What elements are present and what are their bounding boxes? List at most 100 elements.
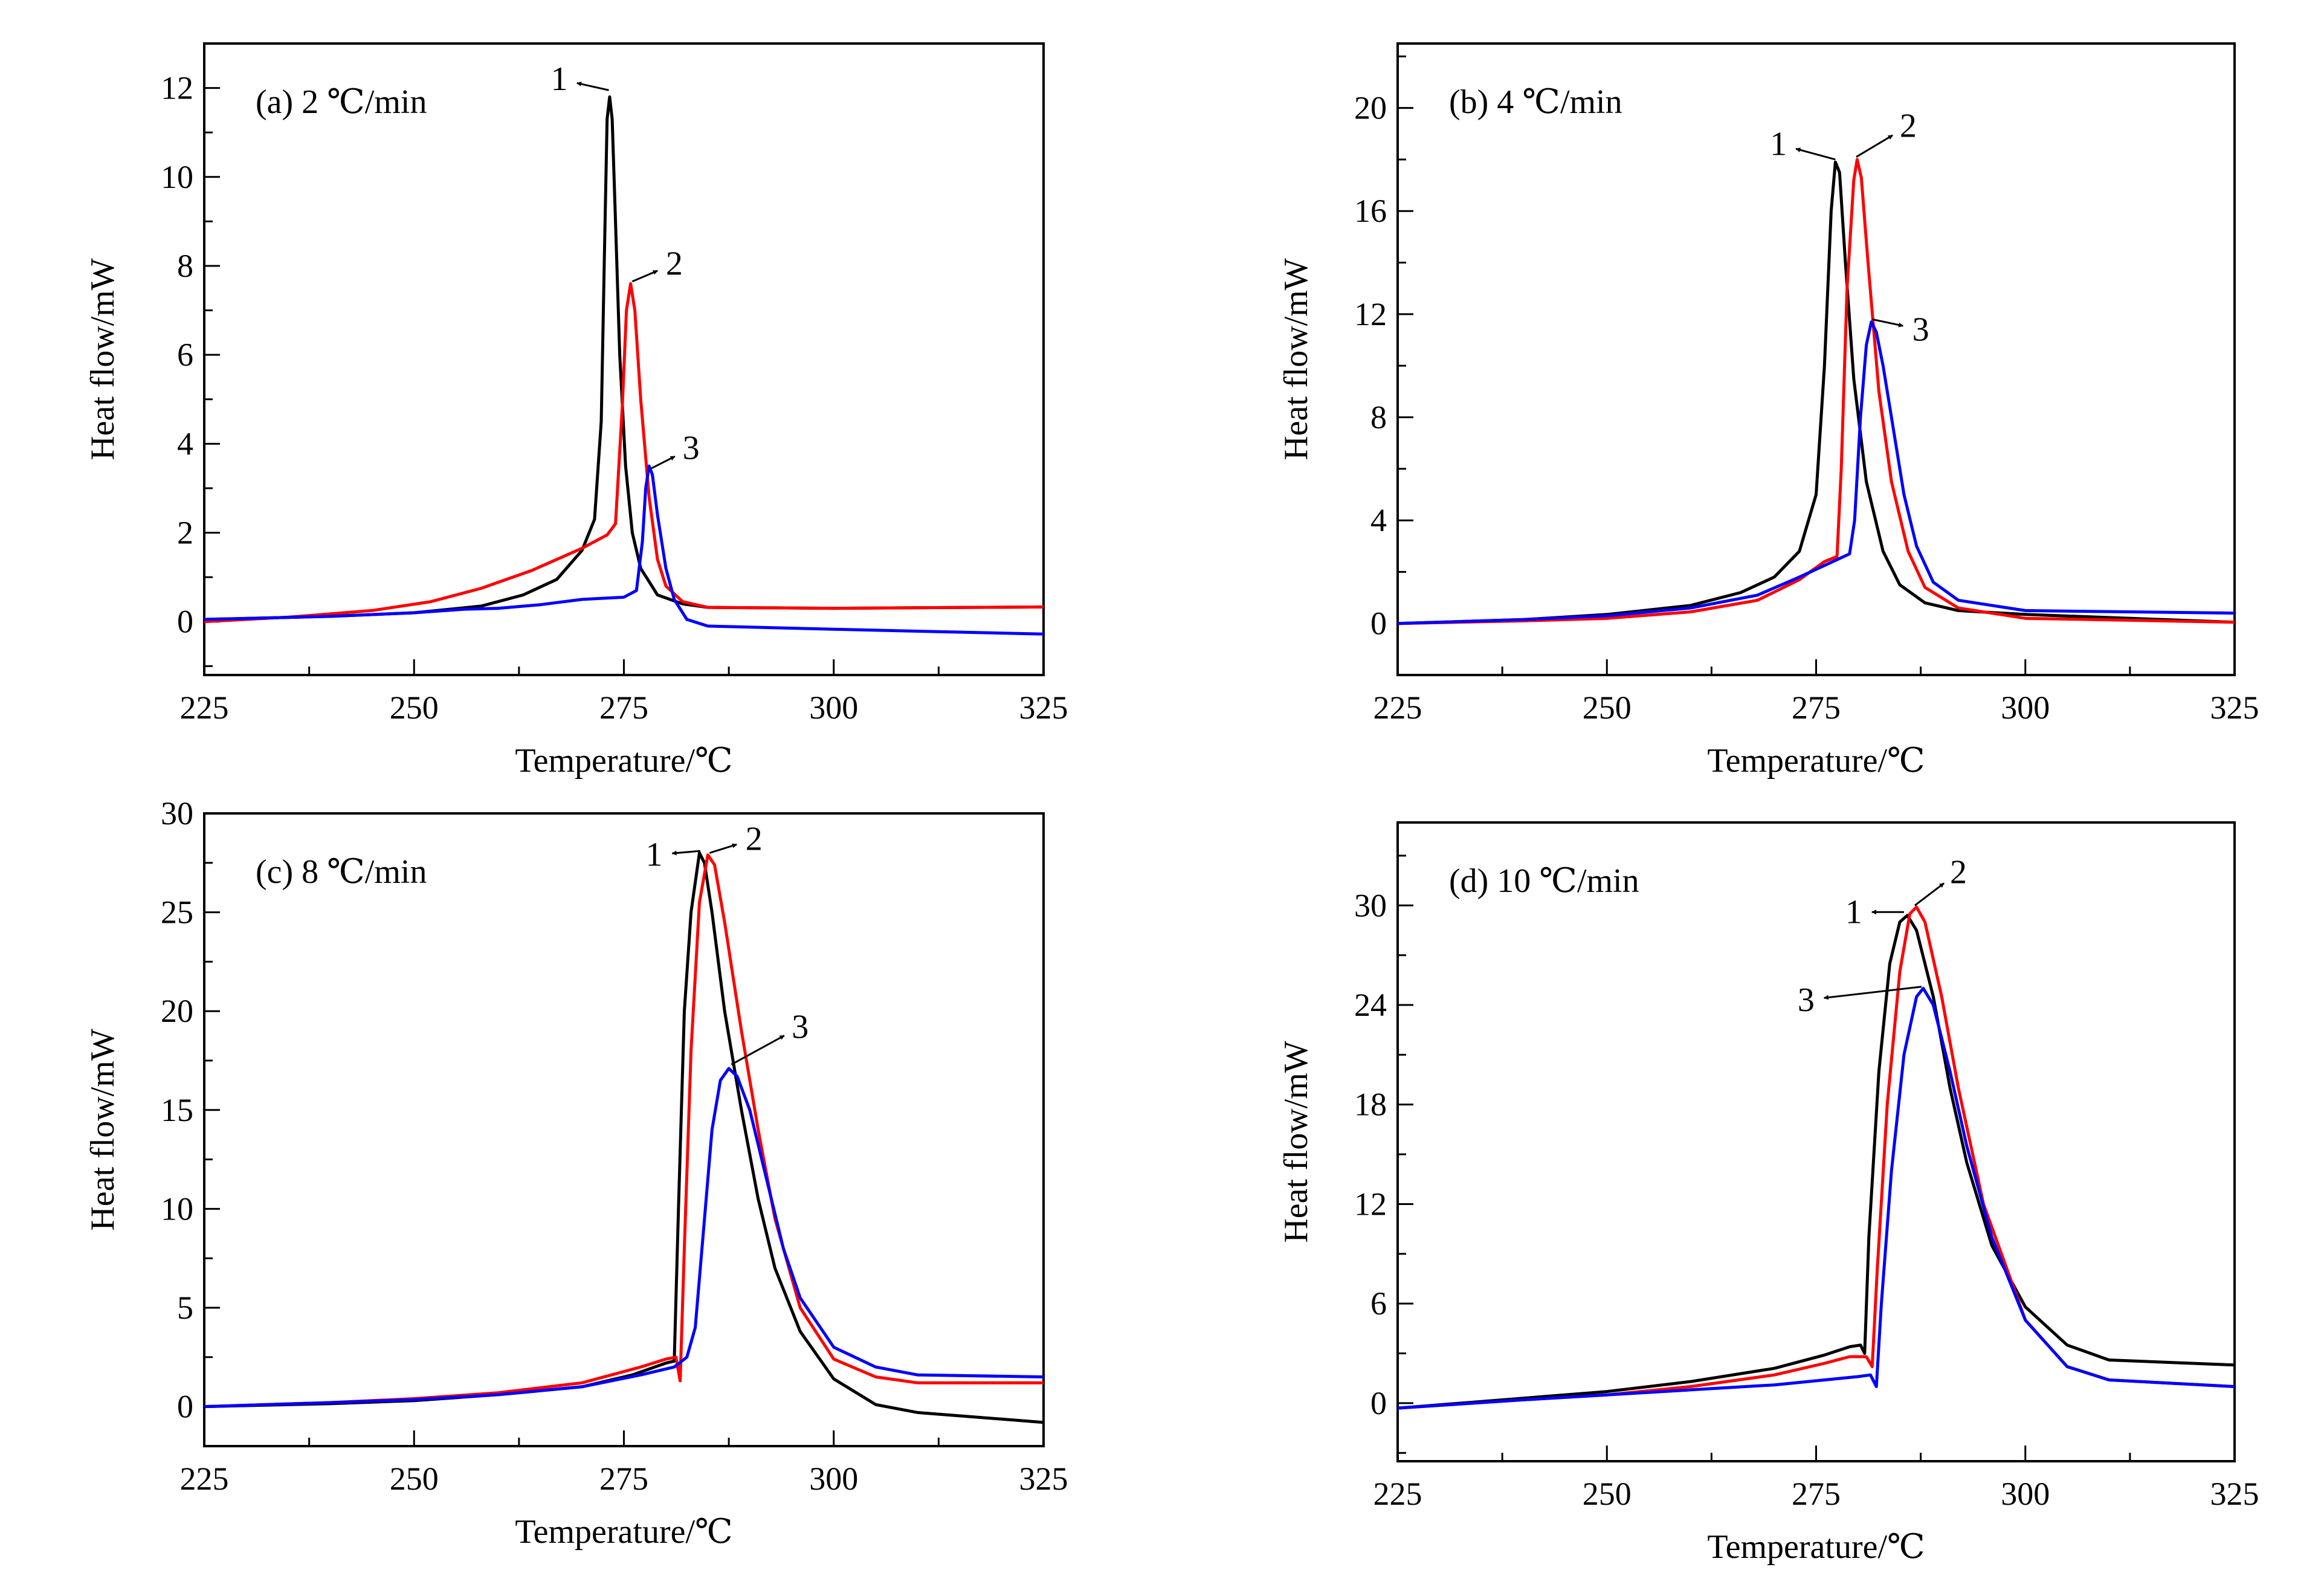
annotation-arrow-d-2	[1914, 882, 1945, 906]
annotation-arrow-c-2	[709, 843, 737, 854]
y-tick-label-d: 12	[1354, 1186, 1387, 1222]
y-tick-label-b: 8	[1370, 399, 1387, 435]
annotation-arrow-d-3	[1823, 986, 1922, 1000]
x-axis-title-a: Temperature/℃	[515, 742, 732, 780]
series-line-d-2	[1398, 905, 2235, 1410]
x-tick-label-b: 225	[1373, 690, 1422, 726]
curve-label-d-2: 2	[1950, 853, 1967, 891]
y-tick-label-a: 4	[177, 425, 193, 462]
chart-panel-a: 225 250 275 300 325024681012Temperature/℃Hea…	[84, 42, 1068, 780]
y-tick-label-d: 6	[1370, 1285, 1387, 1322]
panel-title-a: (a) 2 ℃/min	[256, 83, 427, 121]
series-line-a-2	[204, 282, 1044, 624]
x-axis-title-c: Temperature/℃	[515, 1513, 732, 1551]
x-tick-label-b: 250	[1583, 690, 1632, 726]
series-line-d-3	[1398, 987, 2235, 1410]
panel-title-d: (d) 10 ℃/min	[1449, 862, 1639, 900]
x-tick-label-b: 325	[2210, 690, 2259, 726]
x-tick-label-a: 325	[1019, 690, 1068, 726]
series-line-b-2	[1398, 158, 2235, 625]
x-tick-label-a: 275	[599, 690, 648, 726]
x-tick-label-a: 225	[180, 690, 229, 726]
x-tick-label-d: 300	[2001, 1476, 2050, 1512]
chart-panel-c: 225 250 275 300 325 0 5 10 15 20 25 30 Temperature/℃…	[84, 795, 1068, 1551]
x-axis-title-b: Temperature/℃	[1707, 742, 1925, 780]
series-line-b-3	[1398, 320, 2235, 625]
x-tick-label-a: 300	[809, 690, 858, 726]
series-line-b-1	[1398, 160, 2235, 625]
y-tick-label-c: 0	[177, 1389, 193, 1425]
y-axis-title-a: Heat flow/mW	[84, 258, 121, 460]
annotation-arrow-b-2	[1856, 134, 1893, 158]
annotation-arrow-c-1	[671, 850, 701, 856]
y-tick-label-b: 16	[1354, 193, 1387, 229]
panel-title-c: (c) 8 ℃/min	[256, 853, 427, 891]
x-tick-label-d: 275	[1792, 1476, 1841, 1512]
y-tick-label-c: 25	[161, 894, 193, 931]
x-tick-label-b: 300	[2001, 690, 2050, 726]
panel-title-b: (b) 4 ℃/min	[1449, 83, 1622, 121]
series-line-c-2	[204, 853, 1044, 1409]
y-axis-title-d: Heat flow/mW	[1277, 1041, 1315, 1242]
series-line-a-1	[204, 95, 1044, 621]
chart-panel-d: 225 250 275 300 3250612182430Temperature/℃He…	[1277, 821, 2259, 1566]
y-tick-label-c: 30	[161, 795, 193, 832]
y-tick-label-d: 0	[1370, 1385, 1387, 1421]
x-tick-label-c: 300	[809, 1461, 858, 1497]
y-tick-label-a: 6	[177, 337, 193, 373]
curve-label-b-3: 3	[1912, 311, 1929, 348]
y-tick-label-d: 24	[1354, 987, 1387, 1023]
y-tick-label-a: 2	[177, 515, 193, 551]
curve-label-c-3: 3	[792, 1008, 809, 1045]
curve-label-d-1: 1	[1845, 893, 1862, 931]
y-tick-label-c: 5	[177, 1290, 193, 1326]
annotation-arrow-a-1	[576, 82, 609, 91]
annotation-arrow-b-3	[1871, 318, 1904, 328]
y-tick-label-b: 4	[1370, 502, 1387, 538]
y-tick-label-c: 20	[161, 993, 193, 1029]
x-tick-label-d: 250	[1583, 1476, 1632, 1512]
y-tick-label-a: 12	[161, 70, 193, 106]
curve-label-b-1: 1	[1770, 125, 1787, 163]
curve-label-a-1: 1	[551, 60, 568, 98]
x-tick-label-c: 250	[390, 1461, 439, 1497]
series-line-c-3	[204, 1067, 1044, 1409]
y-tick-label-d: 18	[1354, 1087, 1387, 1123]
curve-label-c-2: 2	[746, 821, 763, 858]
x-tick-label-b: 275	[1792, 690, 1841, 726]
x-tick-label-c: 225	[180, 1461, 229, 1497]
chart-panel-b: 225 250 275 300 325048121620Temperature/℃Hea…	[1277, 42, 2259, 780]
x-tick-label-d: 325	[2210, 1476, 2259, 1512]
x-tick-label-c: 275	[599, 1461, 648, 1497]
y-tick-label-b: 0	[1370, 606, 1387, 642]
x-tick-label-c: 325	[1019, 1461, 1068, 1497]
y-tick-label-c: 10	[161, 1190, 193, 1227]
annotation-arrow-b-1	[1795, 147, 1836, 161]
y-axis-title-c: Heat flow/mW	[84, 1029, 121, 1230]
x-axis-title-d: Temperature/℃	[1707, 1528, 1925, 1566]
y-tick-label-d: 30	[1354, 887, 1387, 923]
curve-label-a-2: 2	[666, 245, 683, 282]
annotation-arrow-a-2	[631, 270, 658, 283]
y-tick-label-a: 8	[177, 248, 193, 284]
y-axis-title-b: Heat flow/mW	[1277, 258, 1315, 460]
series-line-a-3	[204, 464, 1044, 636]
y-tick-label-c: 15	[161, 1092, 193, 1128]
x-tick-label-d: 225	[1373, 1476, 1422, 1512]
plot-frame-b	[1396, 42, 2236, 676]
x-tick-label-a: 250	[390, 690, 439, 726]
curve-label-b-2: 2	[1900, 107, 1917, 144]
y-tick-label-a: 0	[177, 604, 193, 640]
annotation-arrow-c-3	[731, 1035, 785, 1065]
y-tick-label-a: 10	[161, 159, 193, 195]
plot-frame-c	[203, 812, 1045, 1447]
y-tick-label-b: 12	[1354, 296, 1387, 332]
annotation-arrow-a-3	[651, 455, 676, 470]
curve-label-a-3: 3	[683, 430, 700, 467]
series-line-c-1	[204, 851, 1044, 1424]
curve-label-c-1: 1	[646, 836, 663, 874]
series-line-d-1	[1398, 914, 2235, 1410]
curve-label-d-3: 3	[1798, 981, 1815, 1019]
y-tick-label-b: 20	[1354, 90, 1387, 126]
